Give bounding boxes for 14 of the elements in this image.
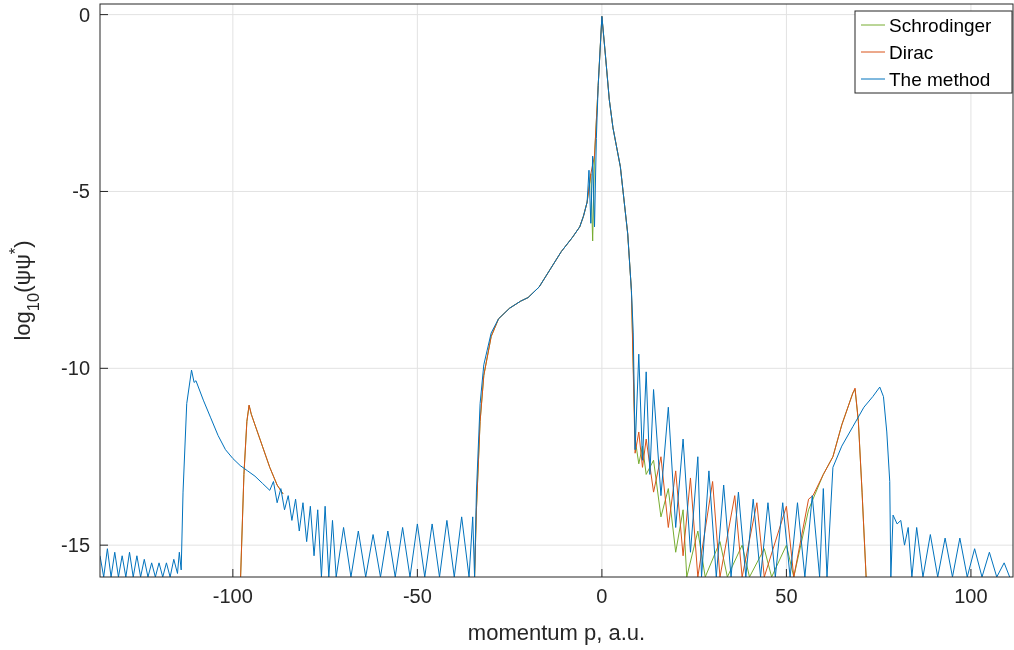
y-tick-label: -10 [61,357,90,380]
legend-label: Dirac [889,41,934,63]
x-tick-label: -100 [212,585,253,607]
y-tick-label: -5 [72,180,90,203]
legend-label: The method [889,68,991,90]
legend-label: Schrodinger [889,14,993,36]
x-tick-label: 100 [954,585,988,607]
y-tick-label: -15 [61,534,90,557]
x-tick-label: 0 [596,585,608,607]
y-tick-label: 0 [78,3,90,26]
x-axis-title: momentum p, a.u. [467,620,646,645]
line-series [100,15,1011,577]
x-tick-label: 50 [775,585,798,607]
x-tick-label: -50 [402,585,432,607]
